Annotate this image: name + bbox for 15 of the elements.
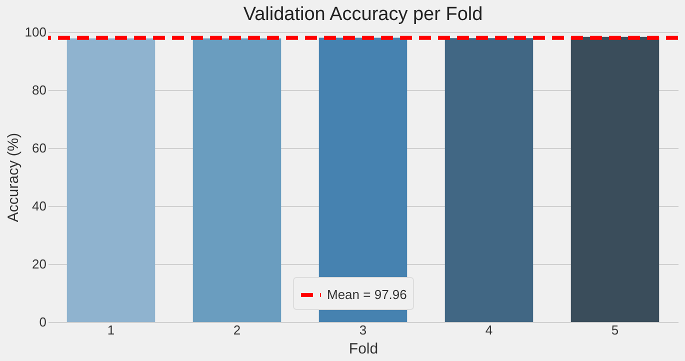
- y-tick-label: 0: [39, 314, 46, 330]
- y-tick-label: 100: [24, 24, 46, 40]
- x-tick-label: 4: [485, 322, 493, 338]
- y-tick-label: 40: [32, 198, 46, 214]
- x-tick-label: 3: [359, 322, 367, 338]
- chart-title: Validation Accuracy per Fold: [243, 4, 483, 25]
- y-tick-label: 60: [32, 140, 46, 156]
- x-tick-label: 2: [233, 322, 241, 338]
- y-axis-title: Accuracy (%): [4, 132, 22, 222]
- legend-label: Mean = 97.96: [327, 287, 407, 302]
- y-tick-label: 20: [32, 256, 46, 272]
- y-tick-label: 80: [32, 82, 46, 98]
- x-tick-label: 1: [107, 322, 115, 338]
- x-tick-label: 5: [611, 322, 619, 338]
- x-axis-title: Fold: [348, 340, 378, 358]
